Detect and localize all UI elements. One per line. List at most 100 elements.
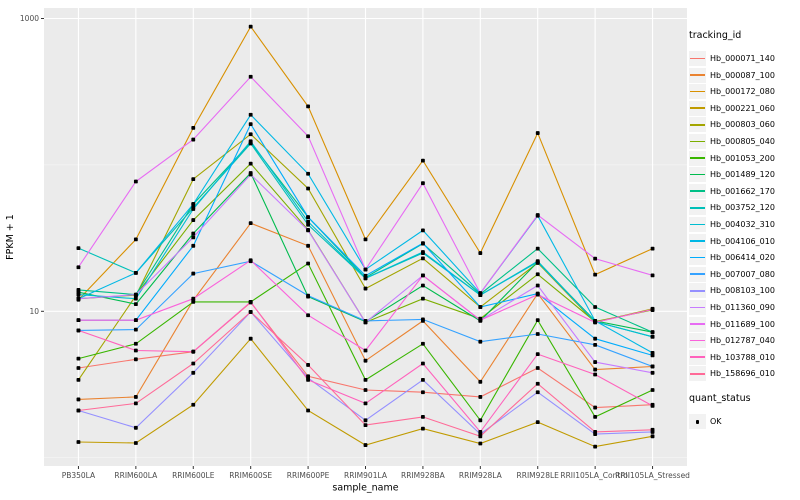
data-point-marker [363,348,368,353]
legend-item: Hb_000172_080 [689,84,799,100]
legend-item: Hb_000087_100 [689,67,799,83]
data-point-marker [363,358,368,363]
x-tick-label: RRIM928LA [459,471,503,480]
data-point-marker [421,414,425,419]
series-color-line-icon [690,173,705,176]
data-point-marker [133,395,138,399]
data-point-marker [191,207,196,211]
x-tick-label: RRII105LA_Control [560,471,630,480]
data-point-marker [133,179,138,184]
data-point-marker [306,215,310,219]
data-point-marker [133,270,138,275]
y-axis-title: FPKM + 1 [5,214,16,260]
data-point-marker [306,134,310,139]
data-point-marker [133,357,138,362]
series-color-line-icon [690,223,705,226]
data-point-marker [535,420,540,425]
series-color-line-icon [690,256,705,259]
data-point-marker [421,390,425,395]
data-point-marker [421,256,425,261]
series-color-line-icon [690,273,705,275]
data-point-marker [306,313,310,318]
data-point-marker [593,272,598,277]
data-point-marker [248,172,253,177]
data-point-marker [363,237,368,242]
data-point-marker [593,305,598,309]
series-color-line-icon [690,124,705,126]
data-point-marker [133,318,138,323]
data-point-marker [421,361,425,366]
data-point-marker [421,241,425,246]
data-point-marker [133,302,138,306]
data-point-marker [248,122,253,126]
series-color-line-icon [690,323,705,325]
x-tick-label: RRIM928BA [401,471,446,480]
data-point-marker [306,243,310,248]
data-point-marker [191,202,196,206]
chart-legend: tracking_id Hb_000071_140 Hb_000087_100 Hb… [689,30,799,431]
data-point-marker [421,426,425,431]
data-point-marker [535,260,540,264]
data-point-marker [421,296,425,301]
data-point-marker [650,273,655,278]
data-point-marker [363,418,368,423]
data-point-marker [363,273,368,278]
legend-item: Hb_001053_200 [689,150,799,166]
data-point-marker [76,246,81,251]
data-point-marker [478,434,483,439]
legend-key-swatch [689,67,706,83]
x-tick-label: RRIM928LE [517,471,560,480]
data-point-marker [650,330,655,335]
legend-item: Hb_000803_060 [689,117,799,133]
legend-key-swatch [689,84,706,100]
data-point-marker [535,332,540,336]
data-point-marker [535,272,540,277]
legend-item: Hb_011360_090 [689,299,799,315]
data-point-marker [191,231,196,236]
legend-item: Hb_004032_310 [689,216,799,232]
data-point-marker [478,305,483,309]
legend-item-label: Hb_000172_080 [710,87,775,97]
data-point-marker [593,336,598,341]
legend-key-swatch [689,183,706,199]
data-point-marker [535,318,540,323]
data-point-marker [593,414,598,419]
series-color-line-icon [690,74,705,76]
data-point-marker [421,181,425,186]
legend-item-label: Hb_000803_060 [710,120,775,130]
legend-item: Hb_011689_100 [689,316,799,332]
data-point-marker [650,434,655,439]
legend-item-label: Hb_003752_120 [710,203,775,213]
x-axis-title: sample_name [332,483,398,494]
data-point-marker [191,402,196,407]
data-point-marker [133,401,138,406]
data-point-marker [593,256,598,261]
data-point-marker [76,288,81,292]
data-point-marker [306,104,310,109]
legend-key-swatch [689,366,706,382]
x-tick-label: RRIM600LE [172,471,215,480]
data-point-marker [306,377,310,382]
data-point-marker [363,377,368,382]
data-point-marker [76,296,81,301]
data-point-marker [535,352,540,357]
legend-item: Hb_001489_120 [689,167,799,183]
y-tick-label: 1000 [20,14,39,23]
data-point-marker [535,390,540,395]
legend-key-swatch [689,250,706,266]
legend-item: Hb_001662_170 [689,183,799,199]
quant-ok-key-swatch [689,414,706,430]
legend-item-label: Hb_007007_080 [710,269,775,279]
data-point-marker [363,423,368,427]
data-point-marker [133,341,138,346]
data-point-marker [133,296,138,301]
data-point-marker [593,372,598,377]
series-color-line-icon [690,306,705,309]
legend-item-label: Hb_004032_310 [710,219,775,229]
series-color-line-icon [690,339,705,342]
data-point-marker [76,397,81,402]
data-point-marker [248,112,253,117]
series-color-line-icon [690,57,705,60]
data-point-marker [478,318,483,323]
data-point-marker [593,342,598,347]
